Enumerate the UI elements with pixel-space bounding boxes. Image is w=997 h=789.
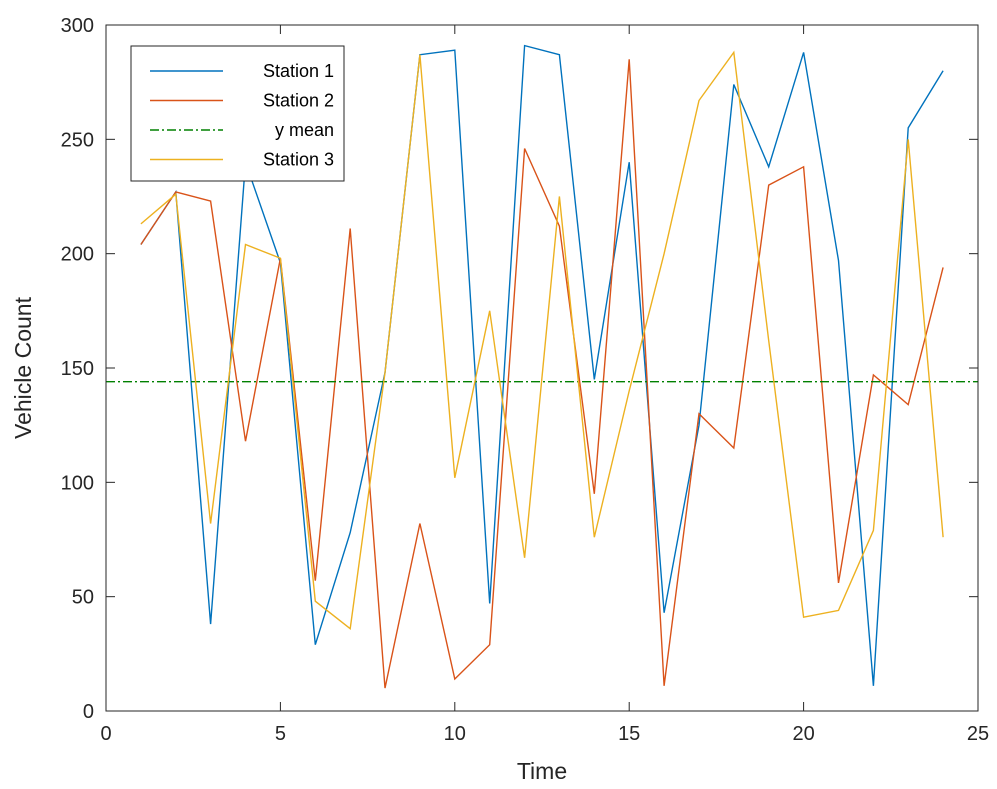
legend-label-station-1: Station 1 xyxy=(263,61,334,81)
y-tick-label: 0 xyxy=(83,701,94,723)
y-axis-label: Vehicle Count xyxy=(10,296,36,439)
x-tick-label: 25 xyxy=(967,723,989,745)
series-line-station-3 xyxy=(140,50,944,631)
y-tick-label: 100 xyxy=(61,472,94,494)
x-tick-label: 5 xyxy=(275,723,286,745)
legend-label-y-mean: y mean xyxy=(275,120,334,140)
legend-label-station-3: Station 3 xyxy=(263,150,334,170)
y-tick-label: 200 xyxy=(61,244,94,266)
series-line-station-2 xyxy=(140,59,944,689)
y-tick-label: 50 xyxy=(72,587,94,609)
x-tick-label: 20 xyxy=(792,723,814,745)
x-axis-label: Time xyxy=(517,758,567,784)
y-tick-label: 250 xyxy=(61,129,94,151)
legend: Station 1 Station 2 y mean Station 3 xyxy=(130,45,345,182)
y-tick-label: 300 xyxy=(61,15,94,37)
x-tick-label: 0 xyxy=(100,723,111,745)
series-layer xyxy=(106,44,978,689)
series-line-station-1 xyxy=(140,44,944,686)
legend-label-station-2: Station 2 xyxy=(263,91,334,111)
x-tick-label: 10 xyxy=(444,723,466,745)
y-tick-label: 150 xyxy=(61,358,94,380)
legend-box xyxy=(130,45,345,182)
x-tick-label: 15 xyxy=(618,723,640,745)
